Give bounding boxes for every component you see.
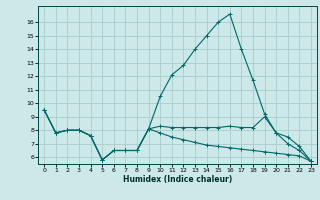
X-axis label: Humidex (Indice chaleur): Humidex (Indice chaleur)	[123, 175, 232, 184]
